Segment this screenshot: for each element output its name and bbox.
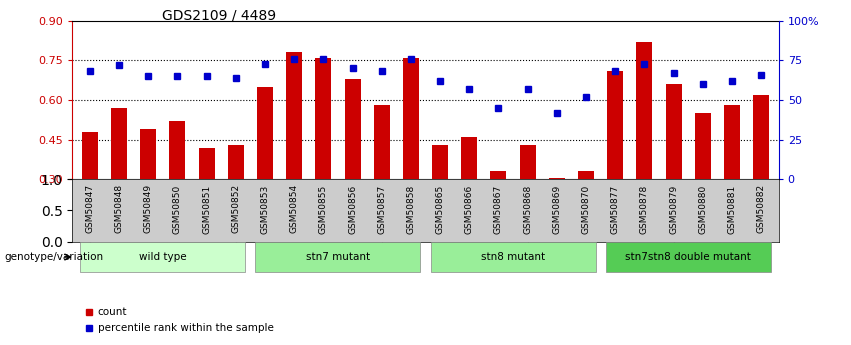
Bar <box>111 108 127 179</box>
Bar <box>198 148 214 179</box>
Bar <box>316 58 331 179</box>
Bar <box>461 137 477 179</box>
Bar <box>257 87 273 179</box>
Text: genotype/variation: genotype/variation <box>4 252 103 262</box>
Text: GSM50866: GSM50866 <box>465 184 474 234</box>
Bar <box>724 105 740 179</box>
Text: GSM50854: GSM50854 <box>289 184 299 234</box>
Text: GSM50858: GSM50858 <box>407 184 415 234</box>
Bar <box>345 79 361 179</box>
Text: GSM50856: GSM50856 <box>348 184 357 234</box>
Bar <box>403 58 419 179</box>
Text: GSM50848: GSM50848 <box>115 184 123 234</box>
Bar <box>753 95 769 179</box>
Text: GSM50868: GSM50868 <box>523 184 532 234</box>
Bar <box>549 178 565 179</box>
Text: wild type: wild type <box>139 252 186 262</box>
Bar <box>637 42 653 179</box>
Bar <box>578 171 594 179</box>
Text: GSM50850: GSM50850 <box>173 184 182 234</box>
Bar <box>228 145 243 179</box>
Bar <box>374 105 390 179</box>
Bar <box>255 242 420 272</box>
Bar <box>140 129 157 179</box>
Text: GSM50857: GSM50857 <box>377 184 386 234</box>
Text: GSM50849: GSM50849 <box>144 184 152 234</box>
Text: GSM50867: GSM50867 <box>494 184 503 234</box>
Text: stn8 mutant: stn8 mutant <box>481 252 545 262</box>
Text: GSM50853: GSM50853 <box>260 184 270 234</box>
Bar <box>606 242 771 272</box>
Bar <box>431 242 596 272</box>
Text: GSM50880: GSM50880 <box>699 184 707 234</box>
Bar <box>608 71 623 179</box>
Bar <box>520 145 535 179</box>
Text: GSM50855: GSM50855 <box>319 184 328 234</box>
Bar <box>80 242 245 272</box>
Text: GSM50869: GSM50869 <box>552 184 562 234</box>
Bar <box>694 113 711 179</box>
Text: GSM50852: GSM50852 <box>231 184 240 234</box>
Bar <box>490 171 506 179</box>
Text: GSM50877: GSM50877 <box>611 184 620 234</box>
Bar <box>82 132 98 179</box>
Text: GSM50865: GSM50865 <box>436 184 444 234</box>
Text: count: count <box>98 307 128 317</box>
Text: GSM50847: GSM50847 <box>85 184 94 234</box>
Text: stn7 mutant: stn7 mutant <box>306 252 370 262</box>
Text: GDS2109 / 4489: GDS2109 / 4489 <box>162 9 276 23</box>
Text: GSM50878: GSM50878 <box>640 184 649 234</box>
Text: GSM50870: GSM50870 <box>581 184 591 234</box>
Text: stn7stn8 double mutant: stn7stn8 double mutant <box>625 252 751 262</box>
Text: GSM50882: GSM50882 <box>757 184 766 234</box>
Bar <box>169 121 186 179</box>
Bar <box>665 84 682 179</box>
Bar <box>286 52 302 179</box>
Text: GSM50881: GSM50881 <box>728 184 736 234</box>
Text: percentile rank within the sample: percentile rank within the sample <box>98 324 274 333</box>
Text: GSM50879: GSM50879 <box>669 184 678 234</box>
Bar <box>432 145 448 179</box>
Text: GSM50851: GSM50851 <box>202 184 211 234</box>
